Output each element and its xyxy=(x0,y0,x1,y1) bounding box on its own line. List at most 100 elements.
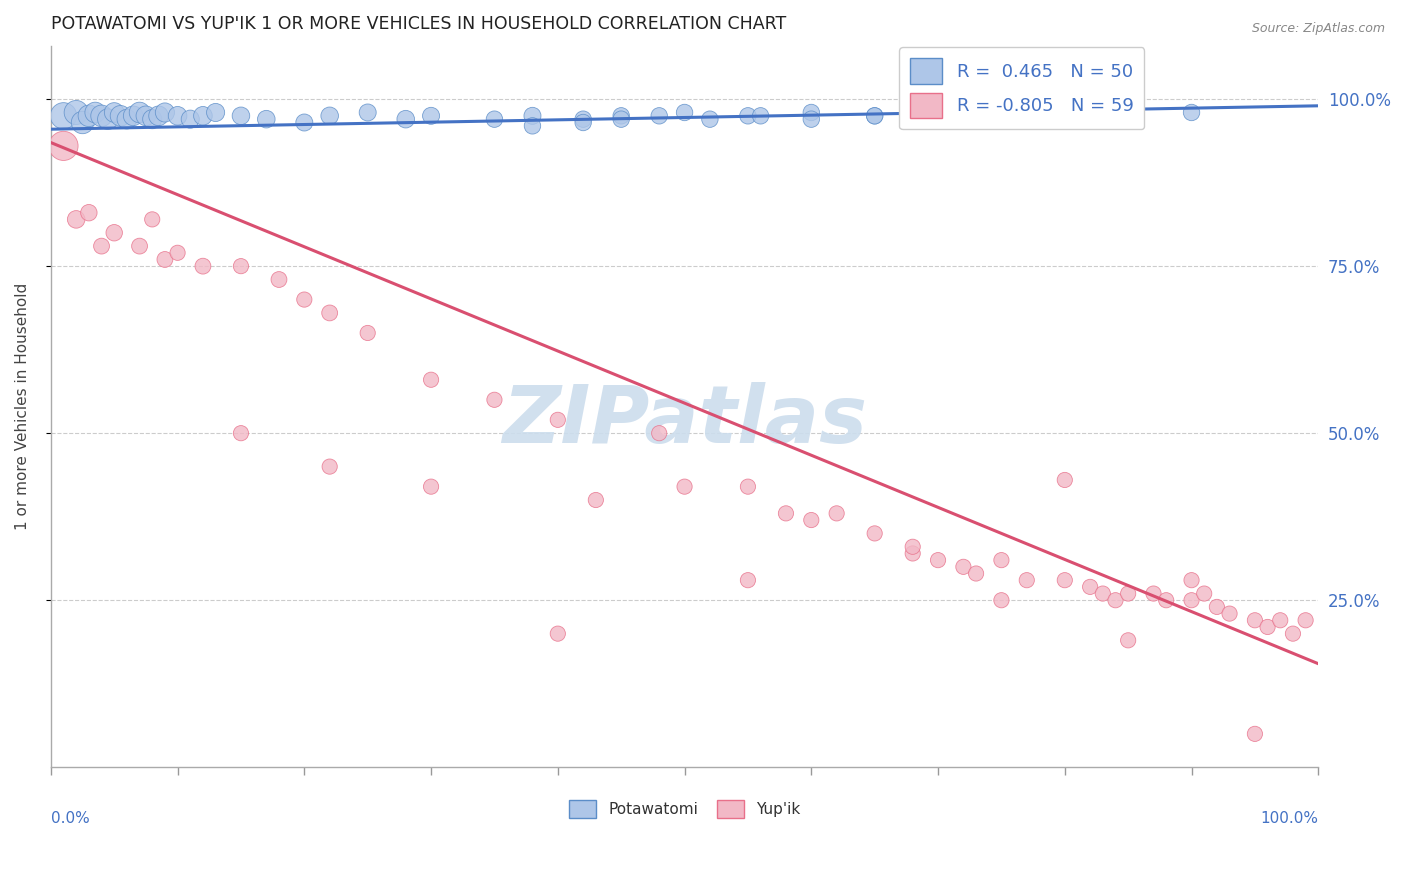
Point xyxy=(1091,586,1114,600)
Point xyxy=(863,109,886,123)
Point xyxy=(90,109,112,123)
Point xyxy=(547,626,569,640)
Point xyxy=(901,540,924,554)
Point xyxy=(800,513,823,527)
Point xyxy=(97,112,120,127)
Point xyxy=(737,573,759,587)
Point xyxy=(357,326,380,340)
Point xyxy=(737,109,759,123)
Point xyxy=(990,593,1012,607)
Point xyxy=(153,105,176,120)
Point xyxy=(965,566,987,581)
Point xyxy=(318,109,340,123)
Point xyxy=(179,112,201,127)
Point xyxy=(585,493,607,508)
Point xyxy=(166,109,188,123)
Point xyxy=(357,105,380,120)
Point xyxy=(673,105,696,120)
Point xyxy=(1116,109,1139,123)
Point xyxy=(952,559,974,574)
Point xyxy=(522,119,544,133)
Point xyxy=(1192,586,1215,600)
Point xyxy=(1270,613,1292,627)
Point xyxy=(141,112,163,127)
Point xyxy=(1180,573,1202,587)
Point xyxy=(77,205,100,219)
Point xyxy=(737,480,759,494)
Point xyxy=(84,105,107,120)
Point xyxy=(1257,620,1279,634)
Point xyxy=(699,112,721,127)
Point xyxy=(484,112,506,127)
Point xyxy=(648,426,671,441)
Point xyxy=(90,239,112,253)
Point xyxy=(135,109,157,123)
Point xyxy=(572,112,595,127)
Text: 100.0%: 100.0% xyxy=(1260,811,1319,826)
Point xyxy=(65,105,87,120)
Point xyxy=(800,112,823,127)
Point xyxy=(141,212,163,227)
Point xyxy=(1116,586,1139,600)
Point xyxy=(229,259,252,273)
Point xyxy=(395,112,418,127)
Point xyxy=(927,112,949,127)
Point xyxy=(65,212,87,227)
Point xyxy=(484,392,506,407)
Point xyxy=(52,109,75,123)
Point xyxy=(128,105,150,120)
Point xyxy=(648,109,671,123)
Point xyxy=(863,526,886,541)
Point xyxy=(1154,593,1177,607)
Point xyxy=(318,459,340,474)
Point xyxy=(148,109,170,123)
Point xyxy=(128,239,150,253)
Point xyxy=(1282,626,1305,640)
Legend: Potawatomi, Yup'ik: Potawatomi, Yup'ik xyxy=(562,794,807,824)
Point xyxy=(547,413,569,427)
Point xyxy=(990,109,1012,123)
Point xyxy=(110,109,132,123)
Point xyxy=(522,109,544,123)
Point xyxy=(610,109,633,123)
Point xyxy=(77,109,100,123)
Point xyxy=(115,112,138,127)
Point xyxy=(901,546,924,560)
Point xyxy=(191,259,214,273)
Point xyxy=(927,553,949,567)
Point xyxy=(863,109,886,123)
Point xyxy=(103,105,125,120)
Y-axis label: 1 or more Vehicles in Household: 1 or more Vehicles in Household xyxy=(15,283,30,530)
Point xyxy=(254,112,277,127)
Point xyxy=(775,507,797,521)
Point xyxy=(292,293,315,307)
Point xyxy=(673,480,696,494)
Point xyxy=(572,115,595,129)
Point xyxy=(229,109,252,123)
Point xyxy=(191,109,214,123)
Point xyxy=(1104,593,1126,607)
Point xyxy=(1142,586,1164,600)
Point xyxy=(1244,727,1267,741)
Point xyxy=(1205,599,1227,614)
Point xyxy=(72,115,94,129)
Point xyxy=(420,373,443,387)
Point xyxy=(927,105,949,120)
Point xyxy=(420,480,443,494)
Point xyxy=(1244,613,1267,627)
Point xyxy=(749,109,772,123)
Point xyxy=(52,139,75,153)
Point xyxy=(166,245,188,260)
Point xyxy=(1078,580,1101,594)
Point xyxy=(1180,105,1202,120)
Point xyxy=(990,109,1012,123)
Point xyxy=(318,306,340,320)
Point xyxy=(267,272,290,286)
Text: ZIPatlas: ZIPatlas xyxy=(502,382,868,460)
Point xyxy=(990,553,1012,567)
Text: POTAWATOMI VS YUP'IK 1 OR MORE VEHICLES IN HOUSEHOLD CORRELATION CHART: POTAWATOMI VS YUP'IK 1 OR MORE VEHICLES … xyxy=(51,15,786,33)
Point xyxy=(1180,593,1202,607)
Point xyxy=(1219,607,1241,621)
Point xyxy=(229,426,252,441)
Point xyxy=(153,252,176,267)
